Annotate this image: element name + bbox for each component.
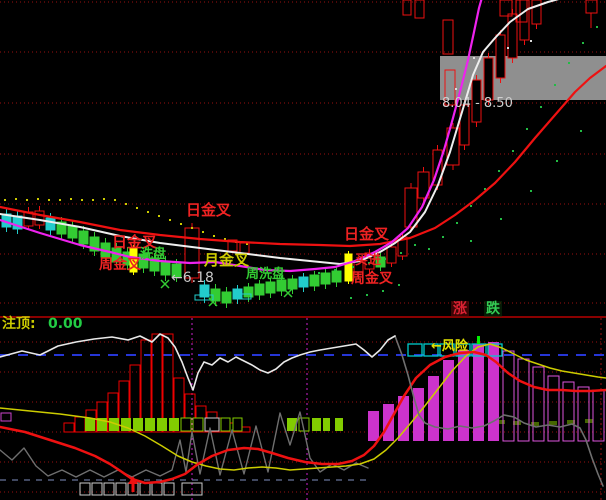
flat-marks [194, 293, 252, 301]
sub-green-blocks [85, 417, 593, 432]
range-label: 8.04 - 8.50 [442, 96, 513, 111]
fall-label[interactable]: 跌 [484, 301, 502, 317]
risk-label: ←风险 [431, 339, 468, 354]
signal-day-golden-cross-3: 日金叉 [344, 225, 390, 243]
note-top-value: 0.00 [48, 316, 83, 332]
ma-slow-red [0, 64, 606, 248]
note-top-label: 注顶: [2, 316, 36, 332]
sub-cyan-boxes [407, 336, 503, 357]
signal-week-golden-cross-1: 周金叉 [99, 257, 141, 273]
rise-label[interactable]: 涨 [451, 301, 469, 317]
sub-gray-zigzag-left [0, 411, 369, 478]
sub-gray-line-right [394, 335, 604, 487]
sub-grid [0, 318, 606, 500]
ma-mid-white [0, 0, 559, 265]
ma-fast-magenta [0, 0, 483, 273]
sub-yellow-line [0, 343, 606, 471]
signal-day-golden-cross-2: 日金叉 [112, 233, 158, 251]
indicator-dots [4, 26, 598, 299]
cross-marks [160, 279, 293, 307]
sub-white-line [0, 333, 396, 391]
sub-red-bars [63, 333, 251, 433]
low-price-label: ←6.18 [171, 270, 214, 286]
signal-day-golden-cross-1: 日金叉 [186, 201, 232, 219]
target-range-box [440, 56, 606, 100]
signal-washout-left: 洗盘 [140, 247, 167, 262]
signal-week-golden-cross-2: 周金叉 [351, 271, 393, 287]
overlay-candles [227, 0, 598, 254]
signal-month-golden-cross: 月金叉 [204, 251, 250, 269]
buy-arrow-marker [128, 476, 138, 492]
signal-week-washout: 周洗盘 [246, 267, 286, 282]
signal-buy: 买进 [355, 253, 382, 268]
